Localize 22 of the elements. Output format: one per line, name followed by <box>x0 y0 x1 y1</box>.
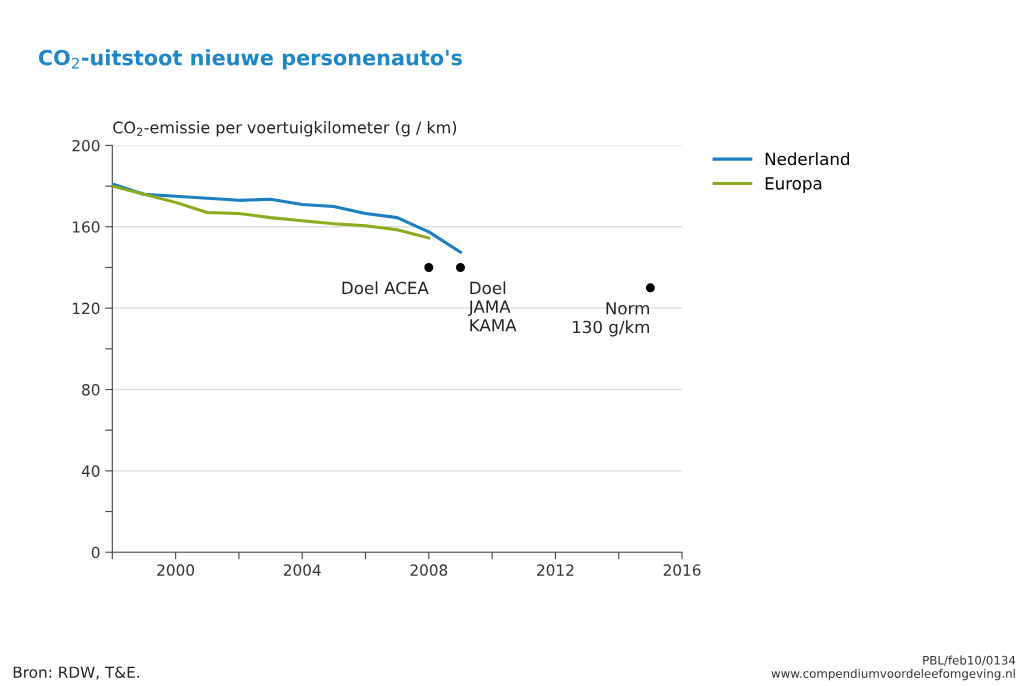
x-tick-label: 2000 <box>157 564 195 576</box>
y-axis-title: CO$_{2}$-emissie per voertuigkilometer (g / km) <box>113 121 457 137</box>
chart-title: CO$_{2}$-uitstoot nieuwe personenauto's <box>38 49 462 70</box>
annotation: Doel ACEA <box>342 281 429 295</box>
y-tick-label: 0 <box>91 546 100 559</box>
x-tick-label: 2012 <box>537 564 574 576</box>
y-tick-label: 80 <box>82 383 100 396</box>
x-tick-label: 2008 <box>410 564 448 576</box>
text: Bron: RDW, T&E. <box>13 666 140 680</box>
legend-label: Europa <box>765 177 822 193</box>
legend-label: Nederland <box>765 152 849 166</box>
y-tick-label: 160 <box>73 221 100 233</box>
annotation: Doel JAMA KAMA <box>467 281 517 332</box>
line-series <box>112 182 462 254</box>
annotation: Norm 130 g/km <box>573 302 649 337</box>
y-tick-label: 120 <box>73 302 100 315</box>
text: PBL/feb10/0134 www.compendiumvoordeleefomgeving.nl <box>771 655 1016 681</box>
y-tick-label: 40 <box>81 465 100 477</box>
x-tick-label: 2004 <box>283 564 321 576</box>
line-series <box>112 184 431 240</box>
y-tick-label: 200 <box>72 139 100 152</box>
x-tick-label: 2016 <box>663 564 701 576</box>
